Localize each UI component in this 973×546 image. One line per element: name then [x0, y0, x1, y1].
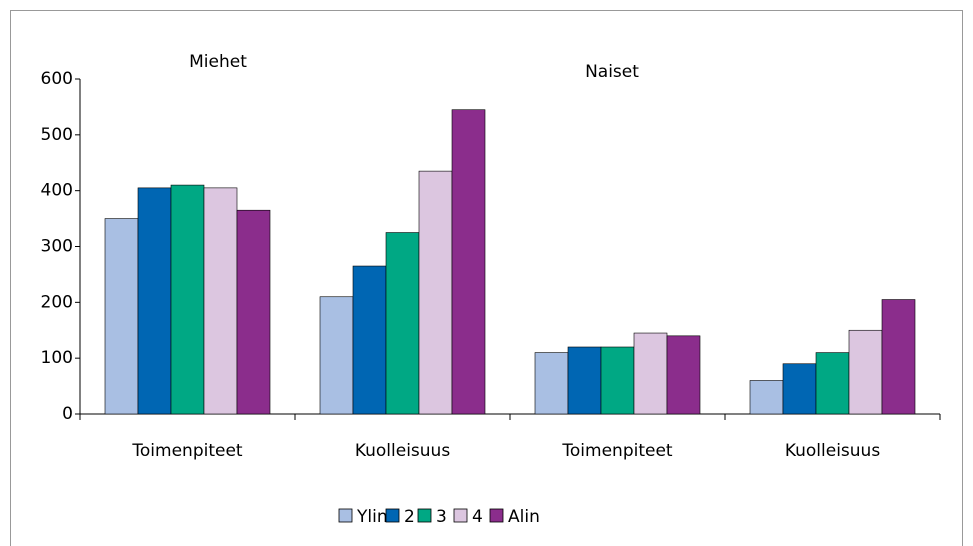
bar	[782, 363, 817, 415]
bar	[848, 329, 883, 415]
y-tick-label: 100	[41, 348, 73, 368]
bar	[633, 332, 668, 415]
bar	[418, 170, 453, 415]
bar	[666, 335, 701, 415]
legend-swatch	[385, 508, 400, 523]
x-tick-label: Kuolleisuus	[785, 441, 881, 461]
legend-label: 4	[472, 507, 483, 527]
y-tick-label: 0	[62, 404, 73, 424]
bar	[600, 346, 635, 415]
legend-swatch	[417, 508, 432, 523]
frame	[10, 10, 963, 546]
y-tick-label: 500	[41, 125, 73, 145]
y-tick-label: 600	[41, 69, 73, 89]
legend-label: 3	[436, 507, 447, 527]
bar	[385, 232, 420, 415]
x-tick-label: Kuolleisuus	[355, 441, 451, 461]
y-tick-label: 200	[41, 292, 73, 312]
legend-swatch	[453, 508, 468, 523]
bar	[104, 218, 139, 415]
legend-swatch	[338, 508, 353, 523]
annotation: Naiset	[585, 62, 639, 82]
annotation: Miehet	[189, 52, 247, 72]
legend-label: 2	[404, 507, 415, 527]
y-tick-label: 400	[41, 181, 73, 201]
y-tick-label: 300	[41, 237, 73, 257]
legend-label: Alin	[508, 507, 540, 527]
bar	[534, 352, 569, 415]
bar	[203, 187, 238, 415]
bar	[815, 352, 850, 415]
x-tick-label: Toimenpiteet	[131, 441, 243, 461]
x-tick-label: Toimenpiteet	[561, 441, 673, 461]
bar	[749, 380, 784, 415]
bar	[170, 184, 205, 415]
legend-label: Ylin	[356, 507, 388, 527]
bar	[137, 187, 172, 415]
bar	[451, 109, 486, 415]
legend-swatch	[489, 508, 504, 523]
bar	[567, 346, 602, 415]
bar	[881, 299, 916, 415]
bar	[352, 265, 387, 415]
bar	[319, 296, 354, 415]
bar	[236, 209, 271, 415]
